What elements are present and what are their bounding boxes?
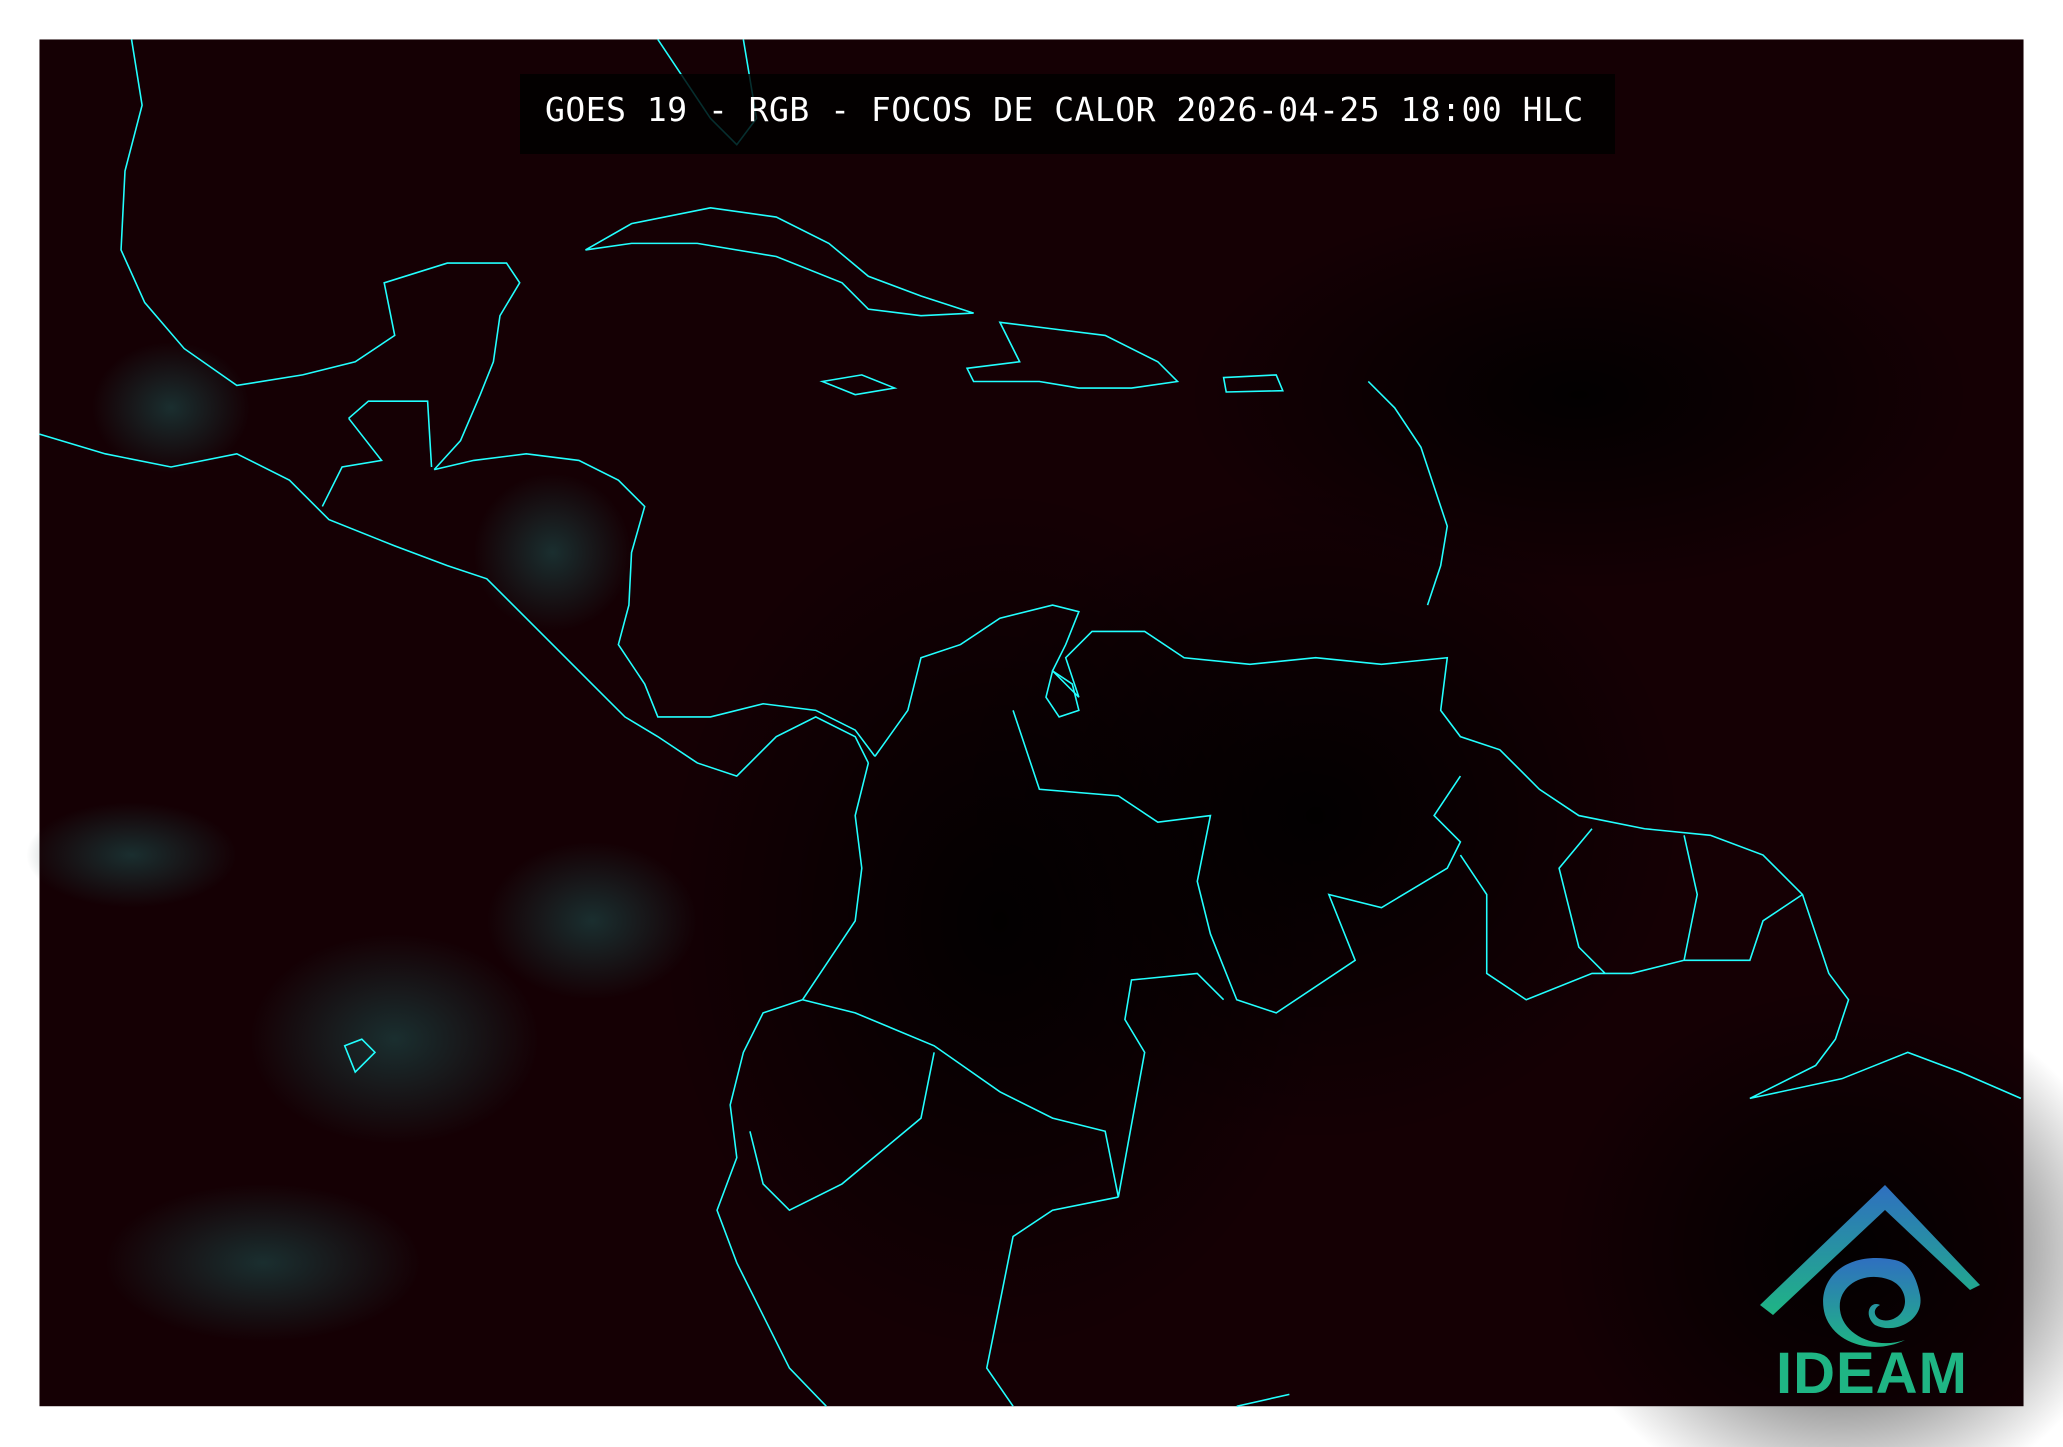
ecuador-border	[749, 1052, 935, 1212]
hispaniola	[965, 321, 1180, 389]
central-america-caribbean	[433, 453, 876, 757]
cloud-overlay	[26, 197, 2063, 1447]
lesser-antilles	[1367, 380, 1449, 606]
south-america-pacific-coast	[716, 762, 870, 1407]
puerto-rico	[1222, 374, 1284, 393]
colombia-south-border	[802, 972, 1225, 1198]
title-banner	[520, 74, 1615, 154]
cuba	[585, 207, 974, 317]
galapagos	[343, 1038, 377, 1074]
ideam-logo-icon	[1760, 1185, 1980, 1347]
mexico-pacific-coast	[39, 433, 870, 778]
mexico-gulf-coast	[120, 39, 521, 471]
coastlines	[39, 39, 2022, 1407]
colombia-venezuela-border	[1012, 710, 1462, 1014]
maracaibo-lake	[1045, 669, 1080, 718]
guatemala-border	[321, 400, 433, 507]
south-america-north-coast	[874, 604, 2022, 1100]
peru-brazil-border	[985, 1196, 1290, 1407]
guianas-borders	[1459, 828, 1803, 1001]
ideam-logo-text: IDEAM	[1776, 1341, 1968, 1406]
jamaica	[819, 374, 898, 396]
map-title: GOES 19 - RGB - FOCOS DE CALOR 2026-04-2…	[545, 90, 1584, 129]
